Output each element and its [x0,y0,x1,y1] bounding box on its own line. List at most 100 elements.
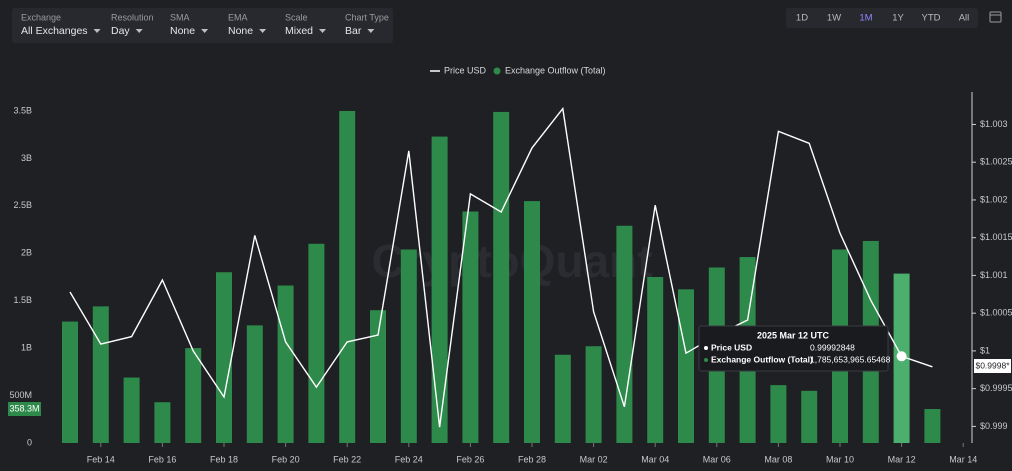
x-tick-label: Feb 16 [148,454,176,464]
bar [339,110,356,444]
dropdown[interactable]: Resolution Day [111,12,154,36]
bar [924,409,941,443]
legend-label: Exchange Outflow (Total) [505,65,606,75]
bar [554,354,571,443]
x-tick-label: Mar 02 [580,454,608,464]
range-bar [786,8,978,28]
dropdown-arrow [201,29,209,33]
dropdown-value: None [170,25,195,37]
y2-tick-label: $1 [980,345,990,355]
price-line [69,106,933,428]
legend-label: Price USD [444,65,487,75]
dropdown-arrow [367,29,375,33]
dropdown-value: Bar [345,25,362,37]
y2-tick-label: $1.0025 [980,157,1012,167]
x-tick-label: Mar 10 [826,454,854,464]
range-button[interactable]: All [959,13,970,24]
dropdown-value: None [228,25,253,37]
x-tick-label: Feb 18 [210,454,238,464]
bar [400,249,417,443]
dropdown-label: Chart Type [345,12,389,22]
range-button[interactable]: 1Y [892,13,904,24]
tooltip: 2025 Mar 12 UTC Price USD 0.99992848 Exchan… [698,325,891,372]
calendar-icon[interactable] [989,11,1002,23]
x-tick-label: Mar 12 [888,454,916,464]
bar [493,111,510,443]
x-tick-label: Mar 04 [641,454,669,464]
tooltip-value: 1,785,653,965.65468 [810,354,891,364]
bar [92,306,109,443]
range-button[interactable]: 1W [827,13,841,24]
bar [770,385,787,443]
toolbar [12,8,393,43]
dropdown-arrow [259,29,267,33]
y-tick-label: 1B [21,343,32,353]
y2-tick-label: $0.9995 [980,383,1012,393]
y-tick-label: 500M [9,390,32,400]
hover-marker [896,351,907,362]
range-button[interactable]: YTD [922,13,941,24]
x-tick-label: Mar 08 [764,454,792,464]
dropdown[interactable]: SMA None [170,12,209,37]
y2-tick-label: $1.0005 [980,308,1012,318]
x-tick-label: Feb 26 [456,454,484,464]
x-tick-label: Mar 14 [949,454,977,464]
bar [123,377,140,443]
y-tick-label: 3.5B [13,105,32,115]
range-button[interactable]: 1D [796,13,808,24]
dropdown[interactable]: EMA None [228,12,267,37]
dropdown-arrow [135,29,143,33]
last-value-label: $0.9998* [975,360,1010,370]
x-tick-label: Feb 28 [518,454,546,464]
x-tick-label: Feb 20 [272,454,300,464]
y-tick-label: 3B [21,153,32,163]
y2-tick-label: $1.003 [980,119,1008,129]
y2-tick-label: $1.002 [980,194,1008,204]
bar [585,346,602,443]
range-button[interactable]: 1M [859,13,872,24]
bar [801,390,818,443]
dropdown-value: Mixed [285,25,313,37]
bar [277,285,294,443]
y-tick-label: 2B [21,248,32,258]
dropdown[interactable]: Exchange All Exchanges [21,12,101,37]
last-value-box [974,359,1011,374]
bar [370,310,386,443]
x-tick-label: Mar 06 [703,454,731,464]
dropdown-arrow [319,29,327,33]
x-tick-label: Feb 24 [395,454,423,464]
y2-tick-label: $1.0015 [980,232,1012,242]
bar [62,321,78,443]
tooltip-dot [704,346,708,350]
dropdown-label: Exchange [21,12,61,22]
bar [524,201,540,443]
tooltip-name: Price USD [711,342,752,352]
bar [246,325,263,443]
y-tick-label: 2.5B [13,200,32,210]
last-value-label: 358.3M [9,403,39,413]
dropdown[interactable]: Chart Type Bar [345,12,389,36]
tooltip-value: 0.99992848 [810,342,855,352]
dropdown-arrow [93,29,101,33]
y2-tick-label: $0.999 [980,421,1008,431]
dropdown-value: All Exchanges [21,25,88,37]
tooltip-dot [704,358,708,362]
bar [431,136,448,443]
bar [308,243,325,443]
x-tick-label: Feb 22 [333,454,361,464]
tooltip-name: Exchange Outflow (Total) [711,354,813,364]
dropdown-label: Scale [285,12,308,22]
bar [462,211,479,443]
bar [616,225,633,443]
dropdown[interactable]: Scale Mixed [285,12,327,37]
bar [216,272,232,443]
legend-dot [493,67,501,75]
dropdown-label: SMA [170,12,190,22]
bar [185,348,202,443]
tooltip-title: 2025 Mar 12 UTC [757,330,830,340]
x-tick-label: Feb 14 [87,454,115,464]
calendar-frame [989,11,1002,23]
dropdown-value: Day [111,25,130,37]
last-value-box [8,402,41,417]
